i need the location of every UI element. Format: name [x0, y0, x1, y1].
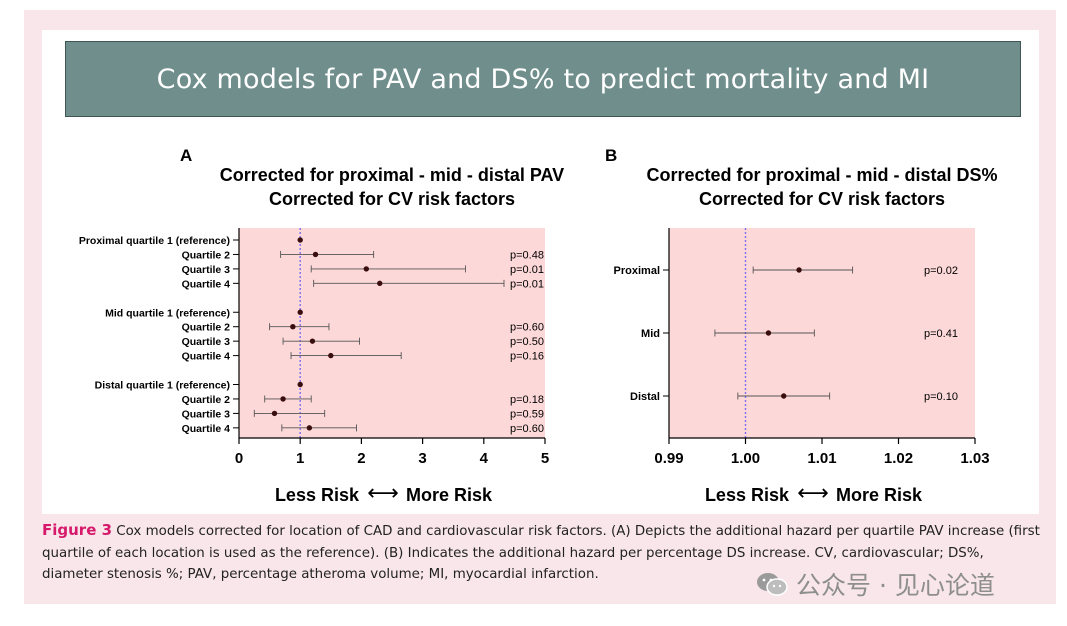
panel-a-letter: A	[180, 146, 192, 165]
panel-a-p-value: p=0.50	[510, 336, 544, 348]
panel-a-p-value: p=0.01	[510, 264, 544, 276]
figure-caption-text: Cox models corrected for location of CAD…	[42, 524, 1040, 582]
panel-b-point-estimate	[796, 267, 802, 273]
panel-b-p-value: p=0.41	[924, 328, 958, 340]
panel-a-row-label: Quartile 3	[182, 336, 231, 348]
panel-a-row-label: Distal quartile 1 (reference)	[95, 380, 230, 392]
panel-b-more-risk-label: More Risk	[836, 485, 923, 505]
panel-a-point-estimate	[271, 410, 278, 417]
panel-a-x-tick-label: 2	[357, 450, 365, 467]
panel-a-x-tick-label: 5	[541, 450, 549, 467]
panel-b-p-value: p=0.02	[924, 265, 958, 277]
watermark: 公众号 · 见心论道	[756, 566, 995, 602]
panel-a-point-estimate	[312, 251, 319, 258]
panel-a-row-label: Quartile 4	[182, 423, 231, 435]
panel-b-row-label: Distal	[630, 391, 660, 403]
panel-a-point-estimate	[280, 396, 286, 402]
panel-a-p-value: p=0.48	[510, 249, 544, 261]
panel-b-p-value: p=0.10	[924, 391, 958, 403]
panel-b-point-estimate	[765, 330, 772, 336]
panel-a-x-tick-label: 4	[480, 450, 489, 467]
panel-a-row-label: Quartile 2	[182, 249, 231, 261]
panel-b-x-tick-label: 0.99	[654, 450, 683, 467]
panel-a-x-tick-label: 1	[296, 450, 304, 467]
panel-a-row-label: Quartile 3	[182, 264, 231, 276]
panel-a-row-label: Quartile 2	[182, 394, 231, 406]
panel-a-risk-arrow: ⟷	[367, 481, 399, 506]
panel-a-point-estimate	[309, 338, 316, 344]
figure-caption: Figure 3 Cox models corrected for locati…	[42, 520, 1042, 586]
panel-a-row-label: Quartile 4	[182, 351, 231, 363]
figure-title-banner: Cox models for PAV and DS% to predict mo…	[65, 41, 1021, 117]
panel-b-less-risk-label: Less Risk	[705, 485, 790, 505]
panel-a-row-label: Mid quartile 1 (reference)	[105, 307, 230, 319]
panel-b-letter: B	[605, 146, 617, 165]
panel-b-point-estimate	[781, 393, 787, 399]
panel-a-point-estimate	[363, 266, 369, 272]
panel-b-title-line-2: Corrected for CV risk factors	[699, 189, 945, 209]
panel-a-point-estimate	[306, 425, 313, 431]
panel-a-x-tick-label: 0	[235, 450, 243, 467]
panel-b-risk-arrow: ⟷	[797, 481, 829, 506]
panel-b-x-tick-label: 1.03	[960, 450, 989, 467]
panel-a-point-estimate	[328, 352, 334, 359]
panel-a-point-estimate	[290, 324, 296, 330]
panel-a-point-estimate	[297, 381, 303, 388]
wechat-icon	[757, 573, 788, 596]
panel-a-title-line-2: Corrected for CV risk factors	[269, 189, 515, 209]
figure-label: Figure 3	[42, 521, 113, 539]
panel-a-p-value: p=0.59	[510, 408, 544, 420]
panel-a-less-risk-label: Less Risk	[275, 485, 360, 505]
panel-b-row-label: Proximal	[614, 265, 660, 277]
panel-a-row-label: Quartile 3	[182, 408, 231, 420]
panel-a-plot-area	[239, 228, 545, 438]
panel-b-x-tick-label: 1.01	[807, 450, 836, 467]
panel-a-p-value: p=0.01	[510, 278, 544, 290]
panel-a-row-label: Quartile 4	[182, 278, 231, 290]
panel-a-x-tick-label: 3	[418, 450, 426, 467]
panel-b-row-label: Mid	[641, 328, 660, 340]
panel-a-point-estimate	[297, 309, 303, 315]
panel-a-point-estimate	[297, 237, 303, 243]
panel-a-point-estimate	[377, 280, 383, 287]
panel-a-more-risk-label: More Risk	[406, 485, 493, 505]
panel-a-row-label: Proximal quartile 1 (reference)	[79, 235, 230, 247]
watermark-text: 公众号 · 见心论道	[796, 571, 995, 600]
panel-a-p-value: p=0.18	[510, 394, 544, 406]
panel-a-p-value: p=0.16	[510, 351, 544, 363]
panel-a-p-value: p=0.60	[510, 423, 544, 435]
panel-a-row-label: Quartile 2	[182, 322, 231, 334]
panel-b-x-tick-label: 1.02	[884, 450, 913, 467]
panel-b-x-tick-label: 1.00	[731, 450, 760, 467]
panel-b-title-line-1: Corrected for proximal - mid - distal DS…	[646, 165, 997, 185]
panel-a-p-value: p=0.60	[510, 322, 544, 334]
panel-a-title-line-1: Corrected for proximal - mid - distal PA…	[220, 165, 564, 185]
